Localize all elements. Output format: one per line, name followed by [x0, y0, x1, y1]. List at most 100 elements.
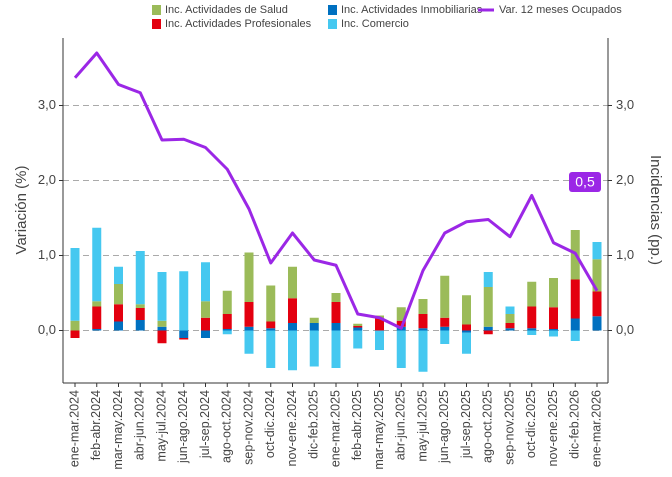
- legend-label: Var. 12 meses Ocupados: [499, 4, 622, 16]
- bar: [527, 328, 537, 331]
- bar: [135, 308, 145, 320]
- bar: [396, 320, 406, 327]
- bar: [505, 314, 515, 323]
- bar: [331, 330, 341, 368]
- bar: [266, 330, 276, 368]
- bar: [288, 298, 297, 323]
- x-tick-label: abr-jun.2025: [394, 390, 408, 460]
- bar: [70, 330, 80, 338]
- value-label-box: [569, 172, 601, 192]
- legend-swatch: [152, 5, 161, 15]
- bar: [505, 328, 515, 331]
- bar: [440, 317, 450, 327]
- bar: [179, 338, 189, 340]
- bar: [331, 302, 341, 323]
- bar: [222, 314, 232, 329]
- legend-swatch: [152, 19, 161, 29]
- bar: [309, 323, 319, 331]
- legend-swatch: [328, 19, 337, 29]
- x-tick-label: feb-abr.2024: [89, 390, 103, 460]
- bar: [418, 314, 428, 329]
- y2-tick-label: 2,0: [616, 172, 634, 187]
- bar: [114, 304, 123, 322]
- bar: [505, 323, 515, 329]
- x-tick-label: feb-abr.2025: [350, 390, 364, 460]
- bar: [114, 321, 123, 331]
- bar: [418, 328, 428, 331]
- bar: [309, 330, 319, 367]
- y-tick-label: 2,0: [38, 172, 56, 187]
- bar: [570, 318, 580, 331]
- bar: [179, 330, 189, 338]
- y-axis-title: Variación (%): [13, 166, 30, 255]
- bar: [592, 242, 602, 260]
- bar: [70, 320, 80, 331]
- bar: [592, 291, 602, 317]
- x-tick-label: oct-dic.2025: [524, 390, 538, 458]
- bar: [92, 306, 102, 329]
- bar: [244, 252, 254, 302]
- x-tick-label: ene-mar.2026: [589, 390, 603, 467]
- bar: [505, 306, 515, 314]
- bar: [92, 301, 102, 307]
- bar: [114, 284, 123, 305]
- x-tick-label: sep-nov.2024: [241, 390, 255, 465]
- x-tick-label: mar-may.2025: [372, 390, 386, 470]
- x-tick-label: may-jul.2024: [154, 390, 168, 462]
- x-tick-label: may-jul.2025: [415, 390, 429, 462]
- legend-label: Inc. Actividades de Salud: [165, 4, 288, 16]
- bar: [222, 329, 232, 331]
- bar: [462, 332, 471, 354]
- x-tick-label: oct-dic.2024: [263, 390, 277, 458]
- bar: [375, 330, 384, 350]
- bar: [288, 330, 297, 371]
- bar: [135, 304, 145, 308]
- bar: [266, 285, 276, 322]
- x-tick-label: mar-may.2024: [111, 390, 125, 470]
- bar: [592, 259, 602, 292]
- legend-label: Inc. Comercio: [341, 18, 409, 30]
- bar: [462, 324, 471, 331]
- bar: [549, 278, 558, 308]
- x-tick-label: jul-sep.2024: [198, 390, 212, 459]
- x-tick-label: ago-oct.2025: [481, 390, 495, 463]
- bar: [483, 330, 493, 335]
- bar: [222, 290, 232, 314]
- bar: [527, 281, 537, 307]
- bar: [353, 327, 363, 331]
- bar: [222, 330, 232, 335]
- legend-swatch: [328, 5, 337, 15]
- line: [73, 51, 599, 330]
- bar: [309, 317, 319, 323]
- y2-tick-label: 0,0: [616, 322, 634, 337]
- bar: [244, 326, 254, 331]
- y2-tick-label: 3,0: [616, 97, 634, 112]
- bar: [244, 330, 254, 354]
- bar: [179, 271, 189, 331]
- bar: [288, 323, 297, 331]
- legend-label: Inc. Actividades Profesionales: [165, 18, 312, 30]
- bar: [331, 323, 341, 331]
- x-tick-label: abr-jun.2024: [133, 390, 147, 460]
- bar: [353, 323, 363, 326]
- bar: [157, 320, 167, 327]
- bar: [157, 330, 167, 344]
- bar: [483, 272, 493, 287]
- bar: [353, 326, 363, 328]
- bar: [92, 329, 102, 331]
- y2-axis-title: Incidencias (pp.): [647, 155, 664, 265]
- bar: [353, 330, 363, 349]
- bar: [201, 262, 210, 302]
- x-tick-label: jul-sep.2025: [459, 390, 473, 459]
- bar: [549, 307, 558, 329]
- x-tick-label: ago-oct.2024: [220, 390, 234, 463]
- value-label: 0,5: [575, 174, 595, 190]
- x-tick-label: nov-ene.2025: [546, 390, 560, 467]
- y2-tick-label: 1,0: [616, 247, 634, 262]
- x-tick-label: ene-mar.2024: [67, 390, 81, 467]
- bar: [570, 330, 580, 341]
- bar: [527, 306, 537, 329]
- x-tick-label: sep-nov.2025: [502, 390, 516, 465]
- bar: [396, 307, 406, 321]
